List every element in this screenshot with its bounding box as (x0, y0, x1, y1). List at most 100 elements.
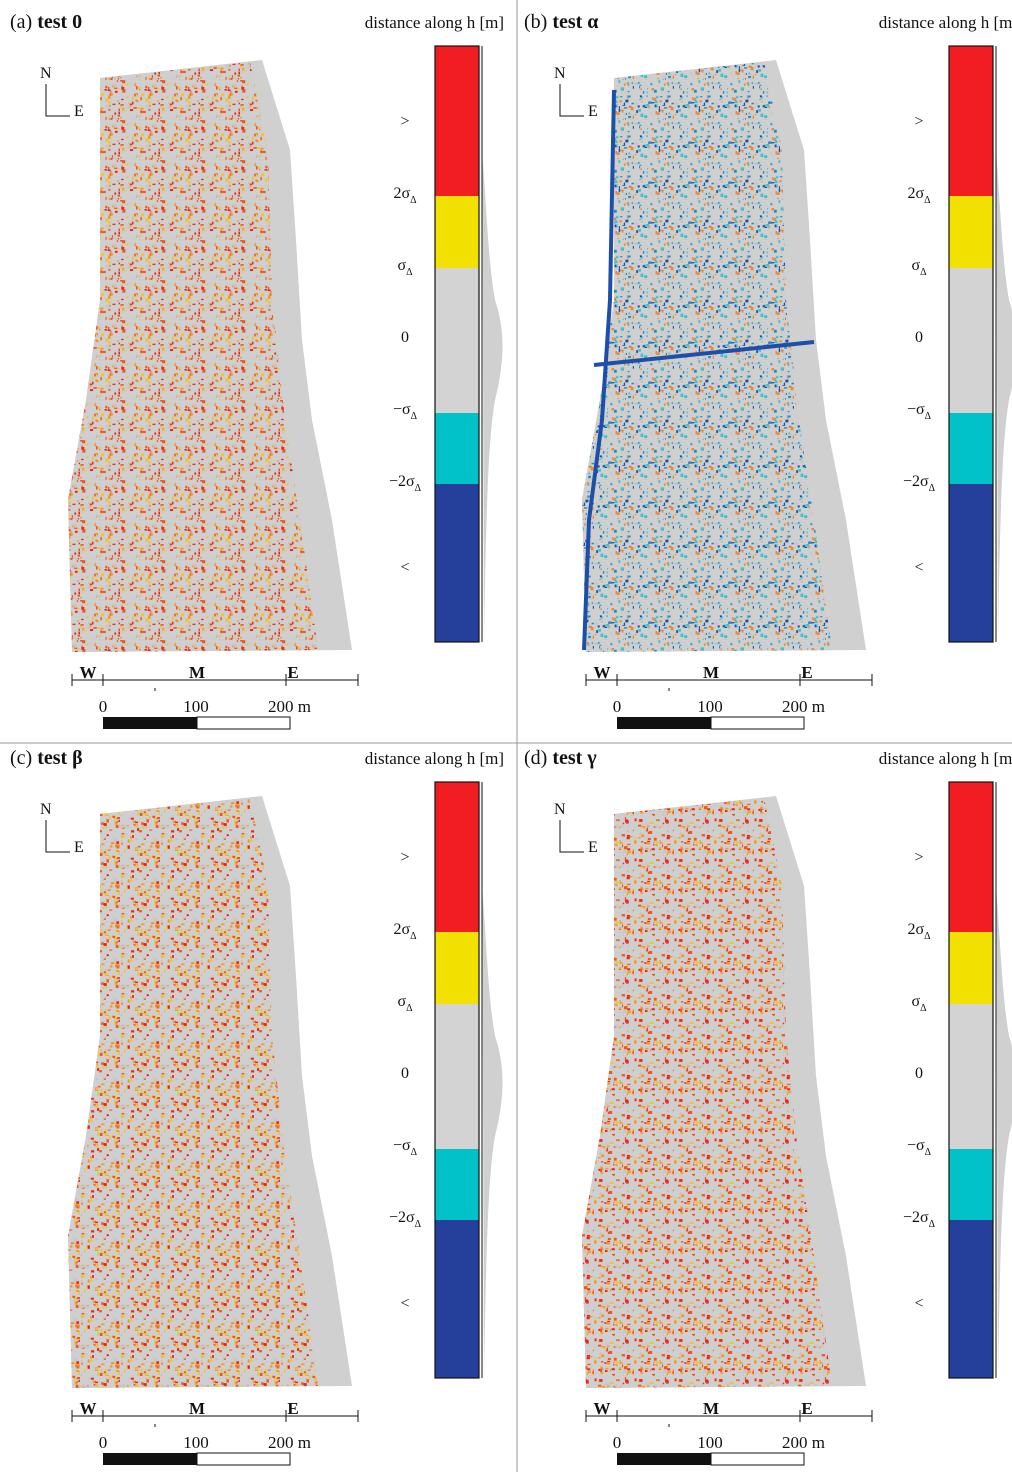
scale-bar-black (617, 1453, 711, 1465)
legend-label: 2σΔ (907, 921, 931, 942)
colorbar-segment (435, 268, 479, 413)
panel: (a) test 0 distance along h [m] N E >2σΔ σΔ 0 −… (10, 11, 504, 730)
section-label: W (594, 1399, 611, 1418)
panel-heading: (a) test 0 (10, 11, 82, 33)
scale-label: 200 m (268, 697, 311, 716)
panel: (b) test α distance along h [m] N E >2σΔ σΔ 0 −… (524, 11, 1012, 730)
panel-title: test 0 (37, 11, 82, 33)
legend-label: −σΔ (907, 401, 932, 422)
section-label: W (80, 1399, 97, 1418)
panel: (d) test γ distance along h [m] N E >2σΔ σΔ 0 −… (524, 747, 1012, 1466)
north-label: N (40, 801, 52, 818)
histogram (482, 782, 503, 1378)
legend-label: > (914, 849, 923, 866)
colorbar-segment (435, 196, 479, 268)
scale-label: 0 (613, 1433, 622, 1452)
colorbar-segment (949, 932, 993, 1004)
north-arrow (45, 84, 70, 117)
map-area (582, 62, 832, 652)
section-axis (71, 1410, 359, 1427)
scale-bar-black (103, 1453, 197, 1465)
section-label: E (801, 663, 812, 682)
north-label: N (554, 65, 566, 82)
colorbar-segment (949, 1004, 993, 1149)
panel-label: (a) (10, 11, 37, 33)
legend-label: < (914, 559, 923, 576)
scale-label: 0 (99, 697, 108, 716)
legend-label: 2σΔ (393, 921, 417, 942)
legend-label: 0 (401, 329, 409, 346)
colorbar-segment (949, 782, 993, 932)
panel-label: (b) (524, 11, 552, 33)
channel (582, 89, 815, 651)
section-label: M (703, 663, 719, 682)
legend-title: distance along h [m] (365, 13, 504, 32)
section-label: E (801, 1399, 812, 1418)
legend-label: −σΔ (393, 401, 418, 422)
legend-label: −2σΔ (903, 1209, 936, 1230)
section-axis (71, 674, 359, 691)
north-arrow (559, 84, 584, 117)
legend-label: σΔ (911, 257, 927, 278)
legend-label: 0 (915, 329, 923, 346)
legend-label: > (400, 849, 409, 866)
map-area (68, 798, 318, 1388)
section-label: E (287, 1399, 298, 1418)
north-arrow (45, 820, 70, 853)
histogram (996, 46, 1012, 642)
scale-bar-white (196, 1452, 291, 1466)
east-label: E (588, 103, 598, 120)
legend-label: 2σΔ (907, 185, 931, 206)
legend-label: −2σΔ (903, 473, 936, 494)
colorbar-segment (435, 1149, 479, 1220)
panel-label: (d) (524, 747, 552, 769)
legend-label: −2σΔ (389, 473, 422, 494)
legend-label: σΔ (397, 993, 413, 1014)
scale-label: 100 (697, 697, 723, 716)
scale-label: 0 (99, 1433, 108, 1452)
scale-bar-black (103, 717, 197, 729)
map-area (582, 798, 832, 1388)
panel: (c) test β distance along h [m] N E >2σΔ σΔ 0 −… (10, 747, 504, 1466)
colorbar-segment (435, 484, 479, 642)
scale-label: 200 m (268, 1433, 311, 1452)
east-label: E (74, 103, 84, 120)
colorbar-frame (434, 781, 480, 1379)
legend-title: distance along h [m] (879, 749, 1012, 768)
legend-title: distance along h [m] (365, 749, 504, 768)
colorbar-segment (949, 413, 993, 484)
legend-label: < (400, 559, 409, 576)
colorbar-segment (949, 1220, 993, 1378)
legend-label: > (914, 113, 923, 130)
scale-bar-white (710, 1452, 805, 1466)
north-label: N (40, 65, 52, 82)
colorbar-segment (435, 1004, 479, 1149)
panel-heading: (d) test γ (524, 747, 597, 769)
colorbar-segment (949, 484, 993, 642)
colorbar-frame (434, 45, 480, 643)
section-axis (585, 674, 873, 691)
legend-label: σΔ (397, 257, 413, 278)
east-label: E (588, 839, 598, 856)
panel-heading: (c) test β (10, 747, 83, 769)
scale-label: 100 (183, 697, 209, 716)
section-label: E (287, 663, 298, 682)
legend-label: 0 (401, 1065, 409, 1082)
colorbar-segment (949, 268, 993, 413)
colorbar-segment (435, 413, 479, 484)
colorbar-segment (435, 782, 479, 932)
colorbar-segment (949, 46, 993, 196)
scale-label: 100 (183, 1433, 209, 1452)
panel-heading: (b) test α (524, 11, 598, 33)
scale-label: 100 (697, 1433, 723, 1452)
section-label: M (189, 1399, 205, 1418)
legend-label: −2σΔ (389, 1209, 422, 1230)
colorbar-segment (435, 46, 479, 196)
colorbar-segment (949, 1149, 993, 1220)
legend-title: distance along h [m] (879, 13, 1012, 32)
scale-label: 200 m (782, 697, 825, 716)
panel-title: test β (37, 747, 83, 769)
scale-bar-black (617, 717, 711, 729)
legend-label: 0 (915, 1065, 923, 1082)
